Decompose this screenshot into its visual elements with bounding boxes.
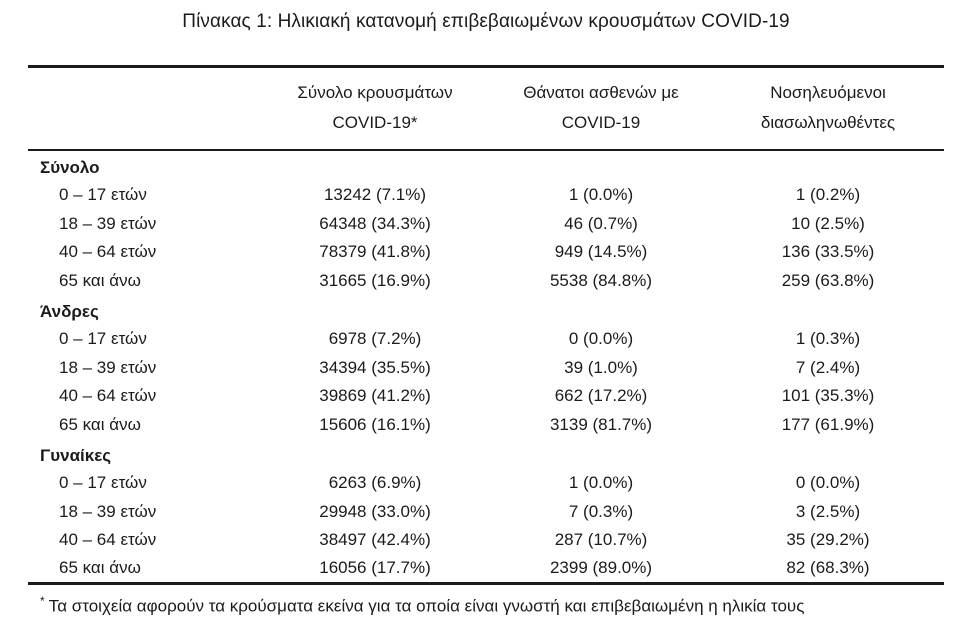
data-cell: 38497 (42.4%) [319,530,431,550]
column-header-line2: διασωληνωθέντες [760,113,896,132]
covid-age-table: Σύνολο κρουσμάτων COVID-19* Θάνατοι ασθε… [28,65,944,585]
data-cell: 1 (0.0%) [568,185,634,205]
data-cell: 3 (2.5%) [795,501,861,521]
data-cell: 29948 (33.0%) [319,501,431,521]
section-header-row: Γυναίκες [28,439,944,469]
data-cell: 2399 (89.0%) [549,558,653,577]
age-group-label: 18 – 39 ετών [59,357,157,377]
table-row: 18 – 39 ετών 34394 (35.5%) 39 (1.0%) 7 (2.4… [28,354,944,383]
data-cell: 5538 (84.8%) [549,270,653,290]
column-header-line1: Σύνολο κρουσμάτων [297,83,453,102]
table-header-row: Σύνολο κρουσμάτων COVID-19* Θάνατοι ασθε… [28,66,944,151]
section-header-row: Σύνολο [28,150,944,181]
data-cell: 1 (0.3%) [795,329,861,349]
age-group-label: 65 και άνω [59,414,141,434]
column-header-intubated: Νοσηλευόμενοι διασωληνωθέντες [712,67,944,151]
data-cell: 662 (17.2%) [554,386,648,406]
data-cell: 15606 (16.1%) [319,414,431,434]
column-header-line2: COVID-19* [332,113,418,132]
data-cell: 34394 (35.5%) [319,357,431,377]
section-label: Γυναίκες [40,446,112,465]
data-cell: 31665 (16.9%) [319,270,431,290]
table-row: 18 – 39 ετών 29948 (33.0%) 7 (0.3%) 3 (2.5%… [28,498,944,527]
data-cell: 259 (63.8%) [781,270,875,290]
data-cell: 177 (61.9%) [781,414,875,434]
data-cell: 136 (33.5%) [781,242,875,262]
data-cell: 6263 (6.9%) [328,473,422,493]
data-cell: 1 (0.0%) [568,473,634,493]
data-cell: 16056 (17.7%) [319,558,431,577]
age-group-label: 40 – 64 ετών [59,530,157,550]
data-cell: 0 (0.0%) [795,473,861,493]
data-cell: 39869 (41.2%) [319,386,431,406]
age-group-label: 18 – 39 ετών [59,501,157,521]
table-row: 0 – 17 ετών 6978 (7.2%) 0 (0.0%) 1 (0.3%) [28,325,944,354]
column-header-deaths: Θάνατοι ασθενών με COVID-19 [490,67,712,151]
table-row: 65 και άνω 15606 (16.1%) 3139 (81.7%) 177 (… [28,411,944,440]
data-cell: 101 (35.3%) [781,386,875,406]
footnote: * Τα στοιχεία αφορούν τα κρούσματα εκείνα… [40,589,944,619]
table-row: 0 – 17 ετών 6263 (6.9%) 1 (0.0%) 0 (0.0%) [28,469,944,498]
data-cell: 0 (0.0%) [568,329,634,349]
column-header-line2: COVID-19 [561,113,641,132]
data-cell: 287 (10.7%) [554,530,648,550]
table-row: 40 – 64 ετών 78379 (41.8%) 949 (14.5%) 136 … [28,238,944,267]
data-cell: 82 (68.3%) [786,558,870,577]
column-header-line1: Νοσηλευόμενοι [770,83,886,102]
age-group-label: 0 – 17 ετών [59,329,147,349]
age-group-label: 65 και άνω [59,270,141,290]
age-group-label: 40 – 64 ετών [59,242,157,262]
column-header-total-cases: Σύνολο κρουσμάτων COVID-19* [260,67,490,151]
footnote-marker: * [40,594,45,608]
data-cell: 35 (29.2%) [786,530,870,550]
age-group-label: 65 και άνω [59,558,141,577]
table-row: 65 και άνω 16056 (17.7%) 2399 (89.0%) 82 (6… [28,555,944,584]
table-title: Πίνακας 1: Ηλικιακή κατανομή επιβεβαιωμέ… [182,11,790,32]
table-row: 40 – 64 ετών 39869 (41.2%) 662 (17.2%) 101 … [28,382,944,411]
data-cell: 78379 (41.8%) [319,242,431,262]
column-header-empty [28,67,260,151]
data-cell: 6978 (7.2%) [328,329,422,349]
table-row: 65 και άνω 31665 (16.9%) 5538 (84.8%) 259 (… [28,267,944,296]
table-row: 18 – 39 ετών 64348 (34.3%) 46 (0.7%) 10 (2.… [28,210,944,239]
data-cell: 64348 (34.3%) [319,213,431,233]
data-cell: 10 (2.5%) [791,213,865,233]
data-cell: 1 (0.2%) [795,185,861,205]
age-group-label: 0 – 17 ετών [59,185,147,205]
data-cell: 3139 (81.7%) [549,414,653,434]
footnote-text: Τα στοιχεία αφορούν τα κρούσματα εκείνα … [48,596,805,616]
data-cell: 7 (0.3%) [568,501,634,521]
data-cell: 7 (2.4%) [795,357,861,377]
data-cell: 13242 (7.1%) [323,185,427,205]
table-row: 40 – 64 ετών 38497 (42.4%) 287 (10.7%) 35 (… [28,526,944,555]
data-cell: 39 (1.0%) [564,357,638,377]
column-header-line1: Θάνατοι ασθενών με [523,83,679,102]
section-label: Σύνολο [40,158,100,177]
age-group-label: 18 – 39 ετών [59,213,157,233]
age-group-label: 40 – 64 ετών [59,386,157,406]
age-group-label: 0 – 17 ετών [59,473,147,493]
covid-age-table-wrap: Σύνολο κρουσμάτων COVID-19* Θάνατοι ασθε… [28,65,944,585]
section-label: Άνδρες [40,302,99,321]
table-body: Σύνολο 0 – 17 ετών 13242 (7.1%) 1 (0.0%) 1 (… [28,150,944,583]
section-header-row: Άνδρες [28,295,944,325]
data-cell: 949 (14.5%) [554,242,648,262]
data-cell: 46 (0.7%) [564,213,638,233]
table-row: 0 – 17 ετών 13242 (7.1%) 1 (0.0%) 1 (0.2%) [28,181,944,210]
